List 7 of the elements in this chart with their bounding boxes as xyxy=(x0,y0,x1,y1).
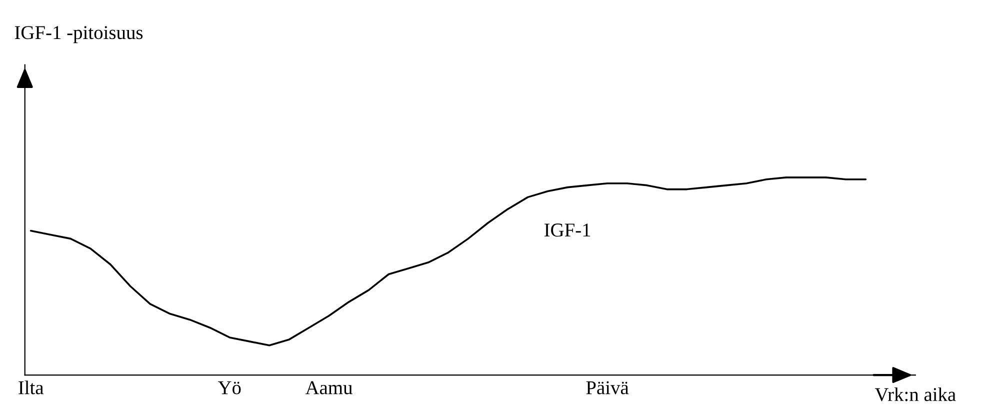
x-tick-label: Yö xyxy=(218,381,241,394)
x-tick-label: Päivä xyxy=(586,381,629,394)
x-tick-label: Ilta xyxy=(18,380,44,394)
x-axis-title: Vrk:n aika xyxy=(874,387,956,402)
series-label: IGF-1 xyxy=(544,224,590,237)
x-tick-label: Aamu xyxy=(305,381,352,394)
text: IGF-1 -pitoisuus xyxy=(14,26,143,44)
